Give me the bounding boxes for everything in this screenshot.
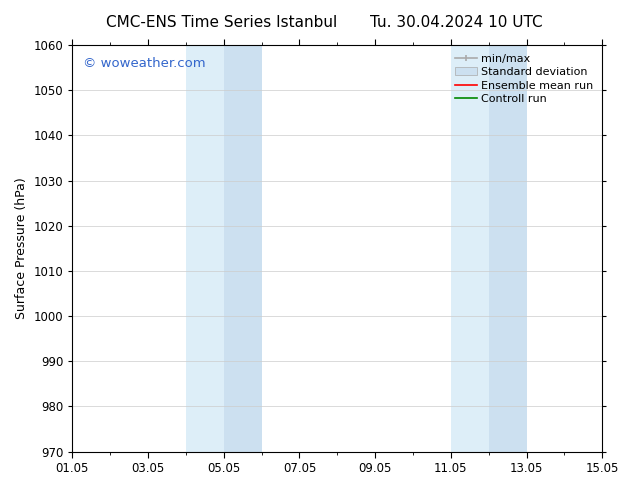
- Bar: [186, 45, 224, 452]
- Text: Tu. 30.04.2024 10 UTC: Tu. 30.04.2024 10 UTC: [370, 15, 543, 30]
- Y-axis label: Surface Pressure (hPa): Surface Pressure (hPa): [15, 177, 28, 319]
- Text: © woweather.com: © woweather.com: [83, 57, 205, 70]
- Legend: min/max, Standard deviation, Ensemble mean run, Controll run: min/max, Standard deviation, Ensemble me…: [451, 50, 597, 107]
- Text: CMC-ENS Time Series Istanbul: CMC-ENS Time Series Istanbul: [107, 15, 337, 30]
- Bar: [489, 45, 527, 452]
- Bar: [224, 45, 262, 452]
- Bar: [451, 45, 489, 452]
